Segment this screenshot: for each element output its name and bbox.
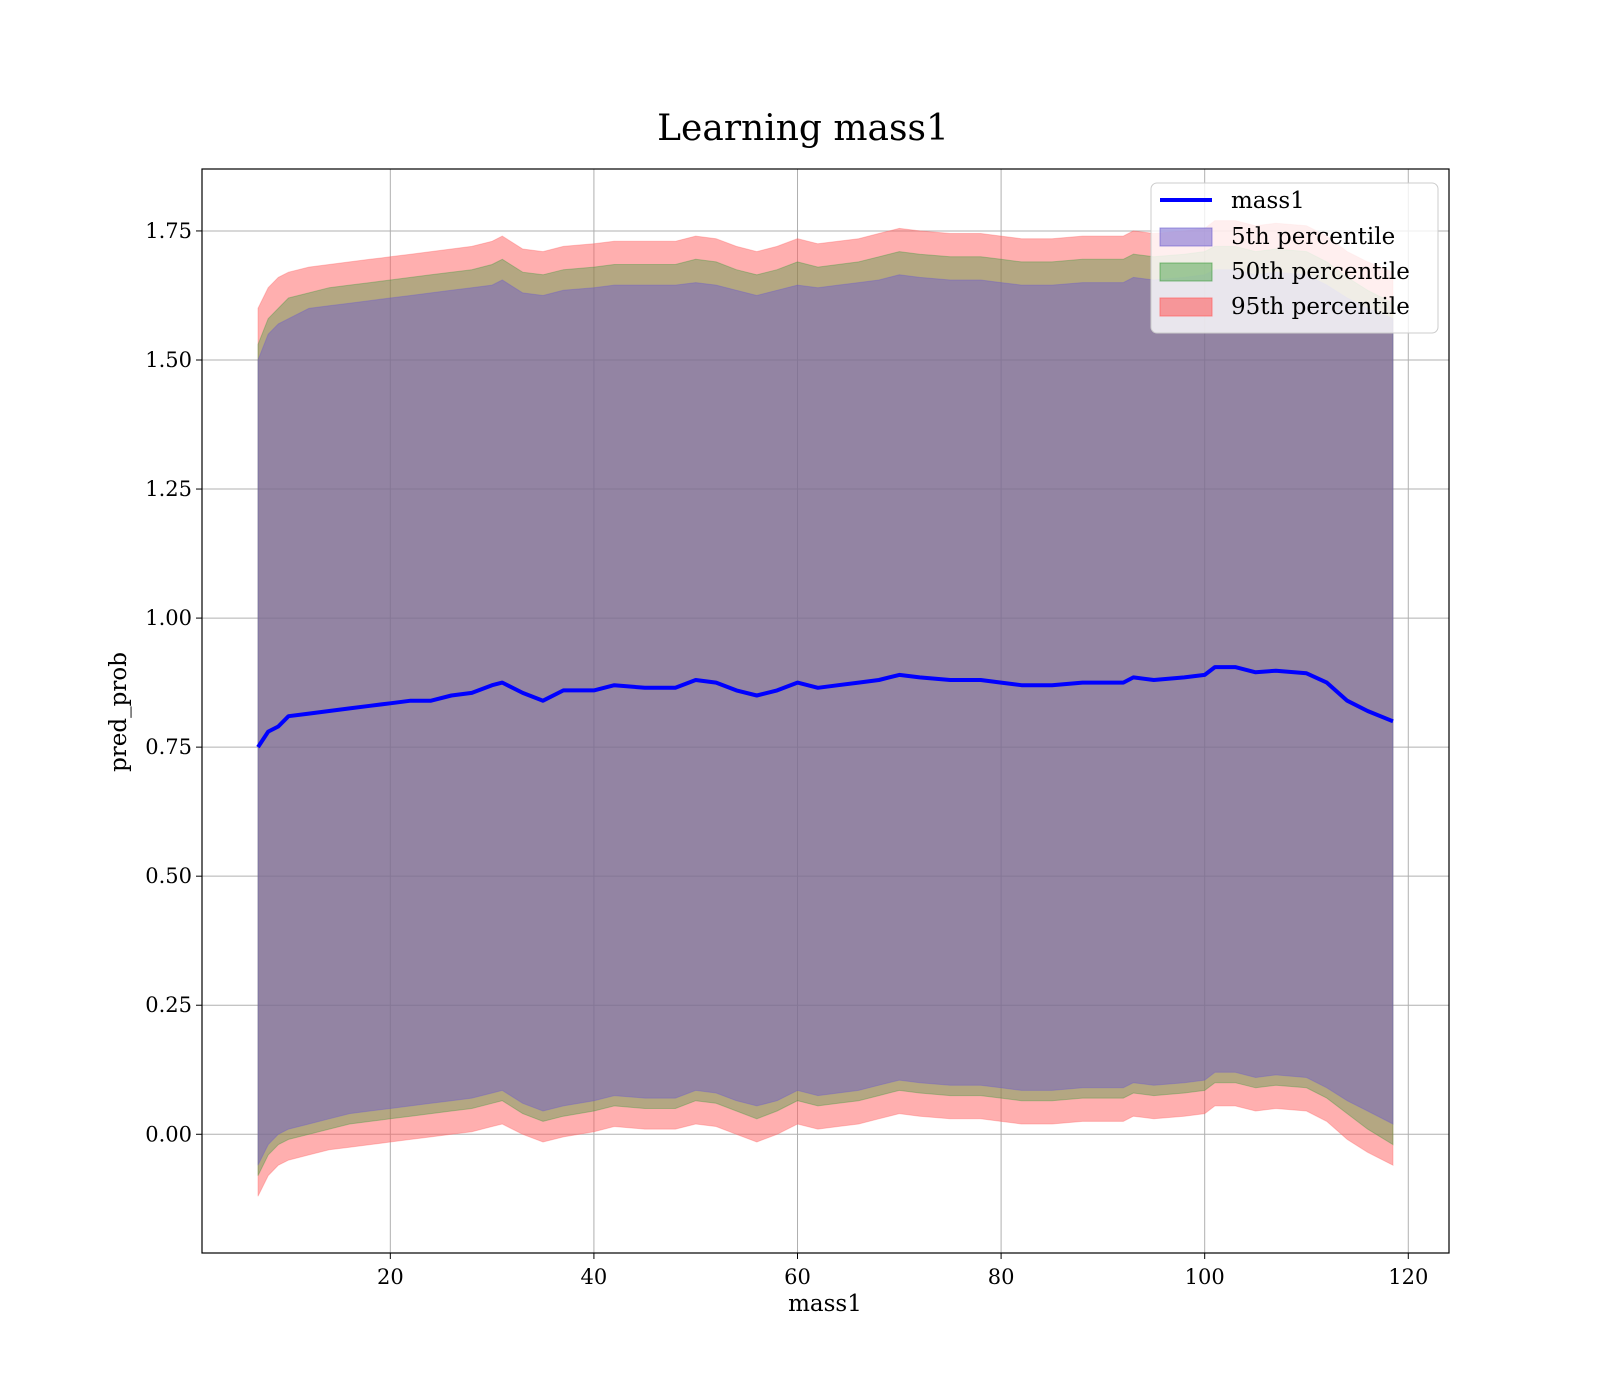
legend-swatch-5th	[1159, 227, 1213, 247]
legend-label-5th: 5th percentile	[1231, 224, 1395, 250]
y-tick-label: 0.00	[145, 1122, 192, 1146]
plot-frame	[201, 168, 1450, 1254]
band-50th-percentile	[257, 245, 1394, 1176]
y-tick-label: 0.50	[145, 864, 192, 888]
chart-title: Learning mass1	[657, 108, 949, 149]
legend-label-95th: 95th percentile	[1231, 294, 1410, 320]
y-tick-label: 1.50	[145, 348, 192, 372]
y-tick-label: 0.25	[145, 993, 192, 1017]
axis-ticks: 20 40 60 80 100 120 0.00 0.25 0.50 0.75 1.00 1.25 1.…	[145, 219, 1428, 1289]
band-5th-percentile	[257, 269, 1394, 1166]
legend-box	[1150, 182, 1439, 334]
legend-swatch-95th	[1159, 297, 1213, 317]
y-tick-label: 0.75	[145, 735, 192, 759]
legend: mass1 5th percentile 50th percentile 95t…	[1150, 182, 1439, 334]
x-tick-label: 20	[377, 1265, 404, 1289]
legend-label-mass1: mass1	[1231, 188, 1305, 214]
series-line-mass1	[256, 665, 1394, 749]
percentile-bands	[257, 220, 1394, 1197]
legend-swatch-50th	[1159, 262, 1213, 282]
legend-label-50th: 50th percentile	[1231, 259, 1410, 285]
series-line-layer	[256, 665, 1394, 749]
x-axis-label: mass1	[788, 1291, 862, 1317]
x-tick-label: 120	[1388, 1265, 1428, 1289]
y-tick-label: 1.00	[145, 606, 192, 630]
band-95th-percentile	[257, 220, 1394, 1197]
y-tick-label: 1.25	[145, 477, 192, 501]
x-tick-label: 60	[784, 1265, 811, 1289]
y-axis-label: pred_prob	[106, 652, 132, 772]
x-tick-label: 40	[581, 1265, 608, 1289]
x-tick-label: 80	[988, 1265, 1015, 1289]
y-tick-label: 1.75	[145, 219, 192, 243]
x-tick-label: 100	[1185, 1265, 1225, 1289]
